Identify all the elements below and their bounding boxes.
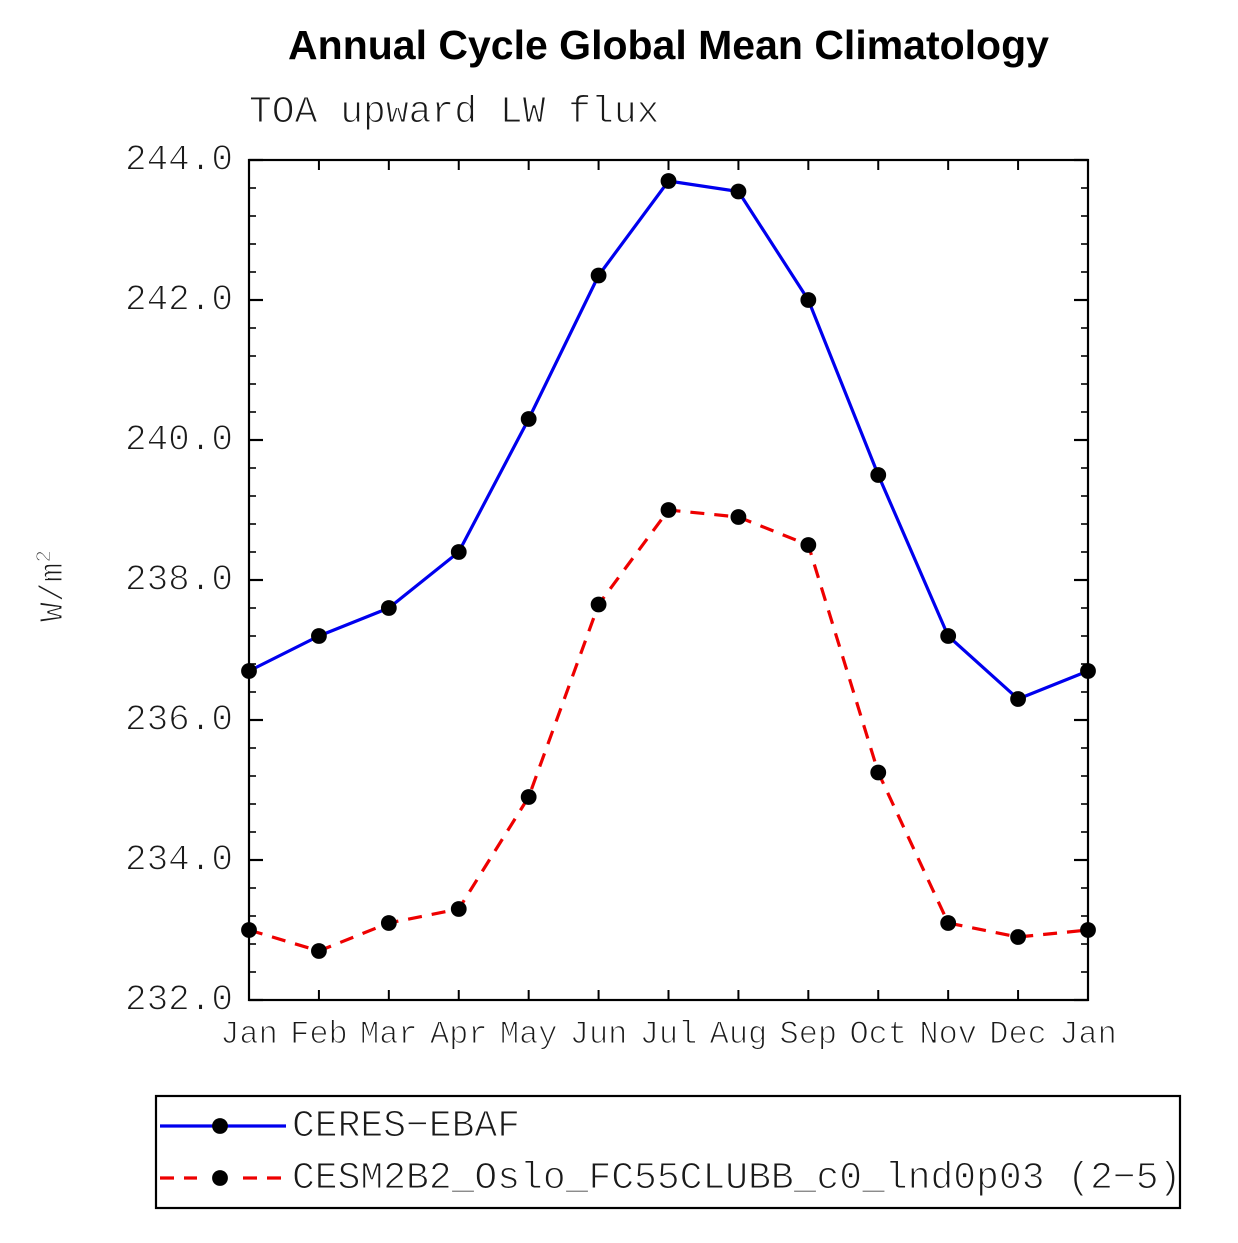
svg-text:Sep: Sep [780, 1016, 838, 1053]
svg-text:TOA upward LW flux: TOA upward LW flux [249, 91, 659, 134]
svg-text:244.0: 244.0 [125, 140, 233, 181]
svg-text:234.0: 234.0 [125, 840, 233, 881]
svg-text:Feb: Feb [290, 1016, 348, 1053]
svg-text:240.0: 240.0 [125, 420, 233, 461]
svg-text:Jun: Jun [570, 1016, 628, 1053]
svg-text:CERES−EBAF: CERES−EBAF [292, 1105, 520, 1148]
svg-text:238.0: 238.0 [125, 560, 233, 601]
svg-text:Aug: Aug [710, 1016, 768, 1053]
svg-text:Apr: Apr [430, 1016, 488, 1053]
svg-text:242.0: 242.0 [125, 280, 233, 321]
svg-text:Oct: Oct [849, 1016, 907, 1053]
svg-text:Dec: Dec [989, 1016, 1047, 1053]
svg-text:Jul: Jul [640, 1016, 698, 1053]
svg-text:232.0: 232.0 [125, 980, 233, 1021]
svg-text:Nov: Nov [919, 1016, 977, 1053]
svg-text:236.0: 236.0 [125, 700, 233, 741]
svg-text:May: May [500, 1016, 558, 1053]
svg-text:Mar: Mar [360, 1016, 418, 1053]
svg-text:Jan: Jan [1059, 1016, 1117, 1053]
svg-text:CESM2B2_Oslo_FC55CLUBB_c0_lnd0: CESM2B2_Oslo_FC55CLUBB_c0_lnd0p03 (2−5) [292, 1157, 1181, 1200]
svg-text:Jan: Jan [220, 1016, 278, 1053]
